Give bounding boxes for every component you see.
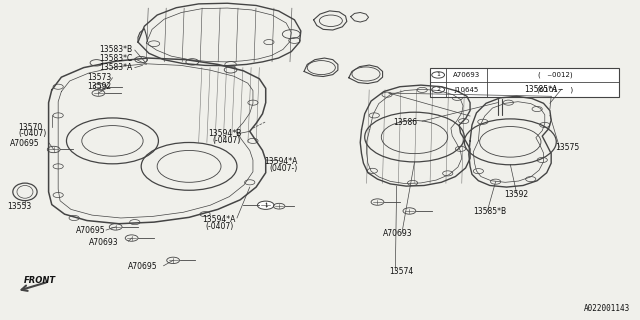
- Text: 13583*A: 13583*A: [100, 63, 133, 72]
- Circle shape: [257, 201, 274, 209]
- Text: 13570: 13570: [19, 123, 43, 132]
- Text: A70695: A70695: [129, 262, 158, 271]
- Text: 13583*C: 13583*C: [100, 54, 133, 63]
- Text: 13573: 13573: [87, 73, 111, 82]
- Text: 13553: 13553: [7, 202, 31, 211]
- Text: 13594*B: 13594*B: [208, 129, 241, 138]
- Circle shape: [432, 86, 445, 93]
- Text: 1: 1: [264, 203, 268, 208]
- Text: (0101−   ): (0101− ): [537, 86, 573, 93]
- Text: A70693: A70693: [452, 72, 480, 78]
- Text: A70693: A70693: [383, 229, 412, 238]
- Text: 13586: 13586: [394, 118, 417, 127]
- Text: 13592: 13592: [87, 82, 111, 91]
- Text: 2: 2: [436, 87, 440, 92]
- Text: 1: 1: [436, 72, 440, 77]
- Text: (   ‒0012): ( ‒0012): [538, 72, 572, 78]
- Text: A022001143: A022001143: [584, 304, 630, 313]
- Text: (0407-): (0407-): [269, 164, 297, 173]
- Text: 13592: 13592: [504, 190, 528, 199]
- Text: 13575: 13575: [555, 143, 579, 152]
- Circle shape: [432, 72, 445, 78]
- Text: (-0407): (-0407): [212, 136, 241, 145]
- Text: 13585*A: 13585*A: [524, 85, 557, 94]
- Text: 13583*B: 13583*B: [100, 44, 133, 54]
- Text: (-0407): (-0407): [205, 222, 234, 231]
- Text: 13574: 13574: [389, 267, 413, 276]
- Text: 13594*A: 13594*A: [202, 215, 236, 224]
- Text: 13585*B: 13585*B: [473, 207, 506, 216]
- Text: J10645: J10645: [454, 87, 478, 92]
- Text: A70695: A70695: [10, 139, 40, 148]
- Text: A70695: A70695: [76, 226, 106, 235]
- Text: (-0407): (-0407): [19, 129, 47, 138]
- Text: 13594*A: 13594*A: [264, 157, 298, 166]
- Text: FRONT: FRONT: [24, 276, 56, 285]
- Bar: [431, 68, 619, 97]
- Text: A70693: A70693: [89, 238, 118, 247]
